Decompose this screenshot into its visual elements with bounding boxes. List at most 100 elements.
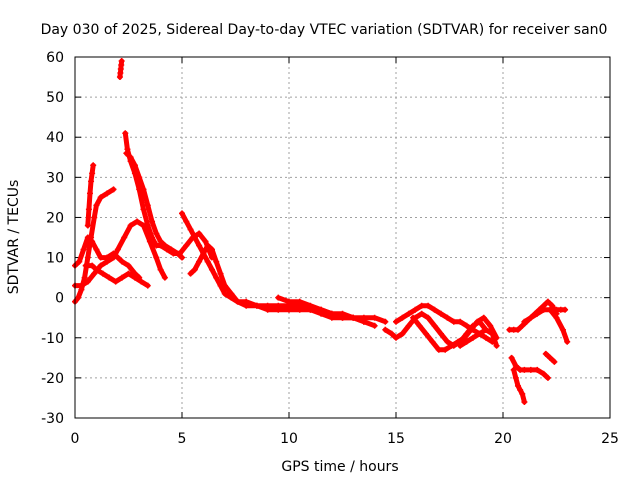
data-point-marker: [534, 310, 541, 317]
data-point-marker: [84, 222, 91, 229]
data-point-marker: [191, 266, 198, 273]
y-tick-label: 10: [46, 251, 64, 267]
data-point-marker: [97, 194, 104, 201]
data-point-marker: [125, 270, 132, 277]
data-point-marker: [75, 294, 82, 301]
data-point-marker: [399, 330, 406, 337]
data-point-marker: [112, 278, 119, 285]
data-point-marker: [544, 374, 551, 381]
data-point-marker: [328, 310, 335, 317]
data-point-marker: [119, 274, 126, 281]
data-point-marker: [89, 262, 96, 269]
data-point-marker: [85, 206, 92, 213]
data-point-marker: [480, 314, 487, 321]
data-point-marker: [202, 238, 209, 245]
data-point-marker: [544, 298, 551, 305]
x-tick-label: 15: [387, 431, 405, 447]
data-point-marker: [437, 330, 444, 337]
data-point-marker: [476, 330, 483, 337]
data-point-marker: [138, 278, 145, 285]
data-point-marker: [493, 342, 500, 349]
data-point-marker: [416, 322, 423, 329]
y-tick-label: 0: [55, 291, 64, 307]
data-layer: [72, 58, 571, 405]
data-point-marker: [519, 322, 526, 329]
data-point-marker: [461, 334, 468, 341]
data-point-marker: [393, 318, 399, 325]
data-point-marker: [131, 162, 138, 169]
series-track-c: [72, 219, 168, 289]
data-point-marker: [540, 370, 547, 377]
data-point-marker: [512, 362, 519, 369]
data-point-marker: [521, 366, 528, 373]
data-point-marker: [444, 314, 451, 321]
data-point-marker: [88, 178, 95, 185]
data-point-marker: [140, 186, 147, 193]
data-point-marker: [418, 302, 425, 309]
data-point-marker: [99, 270, 106, 277]
data-point-marker: [425, 302, 432, 309]
y-tick-label: 60: [46, 50, 64, 66]
data-point-marker: [84, 234, 91, 241]
data-point-marker: [110, 186, 117, 193]
data-point-marker: [89, 238, 96, 245]
data-point-marker: [144, 222, 151, 229]
data-point-marker: [196, 258, 203, 265]
x-tick-label: 20: [494, 431, 512, 447]
data-point-marker: [86, 190, 93, 197]
data-point-marker: [204, 242, 211, 249]
data-point-marker: [360, 318, 367, 325]
data-point-marker: [318, 306, 325, 313]
data-point-marker: [429, 338, 436, 345]
data-point-marker: [187, 270, 194, 277]
data-point-marker: [463, 322, 470, 329]
data-point-marker: [307, 302, 314, 309]
data-point-marker: [296, 306, 303, 313]
data-point-marker: [157, 238, 164, 245]
data-point-marker: [562, 306, 569, 313]
series-track-m: [393, 303, 495, 345]
data-point-marker: [264, 306, 271, 313]
data-point-marker: [422, 330, 429, 337]
data-point-marker: [431, 322, 438, 329]
data-point-marker: [125, 262, 132, 269]
data-point-marker: [405, 322, 412, 329]
data-point-marker: [482, 326, 489, 333]
x-tick-label: 25: [601, 431, 619, 447]
data-point-marker: [76, 258, 83, 265]
data-point-marker: [89, 170, 96, 177]
data-point-marker: [134, 218, 141, 225]
data-point-marker: [82, 262, 89, 269]
data-point-marker: [97, 254, 104, 261]
data-point-marker: [80, 246, 87, 253]
data-point-marker: [519, 390, 526, 397]
data-point-marker: [78, 282, 85, 289]
data-point-marker: [399, 314, 406, 321]
data-point-marker: [110, 254, 117, 261]
data-point-marker: [123, 150, 130, 157]
data-point-marker: [149, 234, 156, 241]
data-point-marker: [161, 274, 168, 281]
data-point-marker: [91, 214, 98, 221]
data-point-marker: [382, 318, 389, 325]
data-point-marker: [221, 290, 228, 297]
data-point-marker: [187, 226, 194, 233]
data-point-marker: [208, 266, 215, 273]
grid-layer: [75, 57, 610, 418]
data-point-marker: [93, 202, 100, 209]
data-point-marker: [243, 302, 250, 309]
data-point-marker: [213, 258, 220, 265]
data-point-marker: [514, 382, 521, 389]
data-point-marker: [183, 218, 190, 225]
data-point-marker: [444, 338, 451, 345]
data-point-marker: [474, 318, 481, 325]
data-point-marker: [540, 306, 547, 313]
y-tick-label: 40: [46, 130, 64, 146]
data-point-marker: [84, 254, 91, 261]
data-point-marker: [431, 306, 438, 313]
y-tick-label: 30: [46, 170, 64, 186]
data-point-marker: [442, 346, 449, 353]
data-point-marker: [191, 234, 198, 241]
data-point-marker: [204, 258, 211, 265]
data-point-marker: [388, 330, 395, 337]
